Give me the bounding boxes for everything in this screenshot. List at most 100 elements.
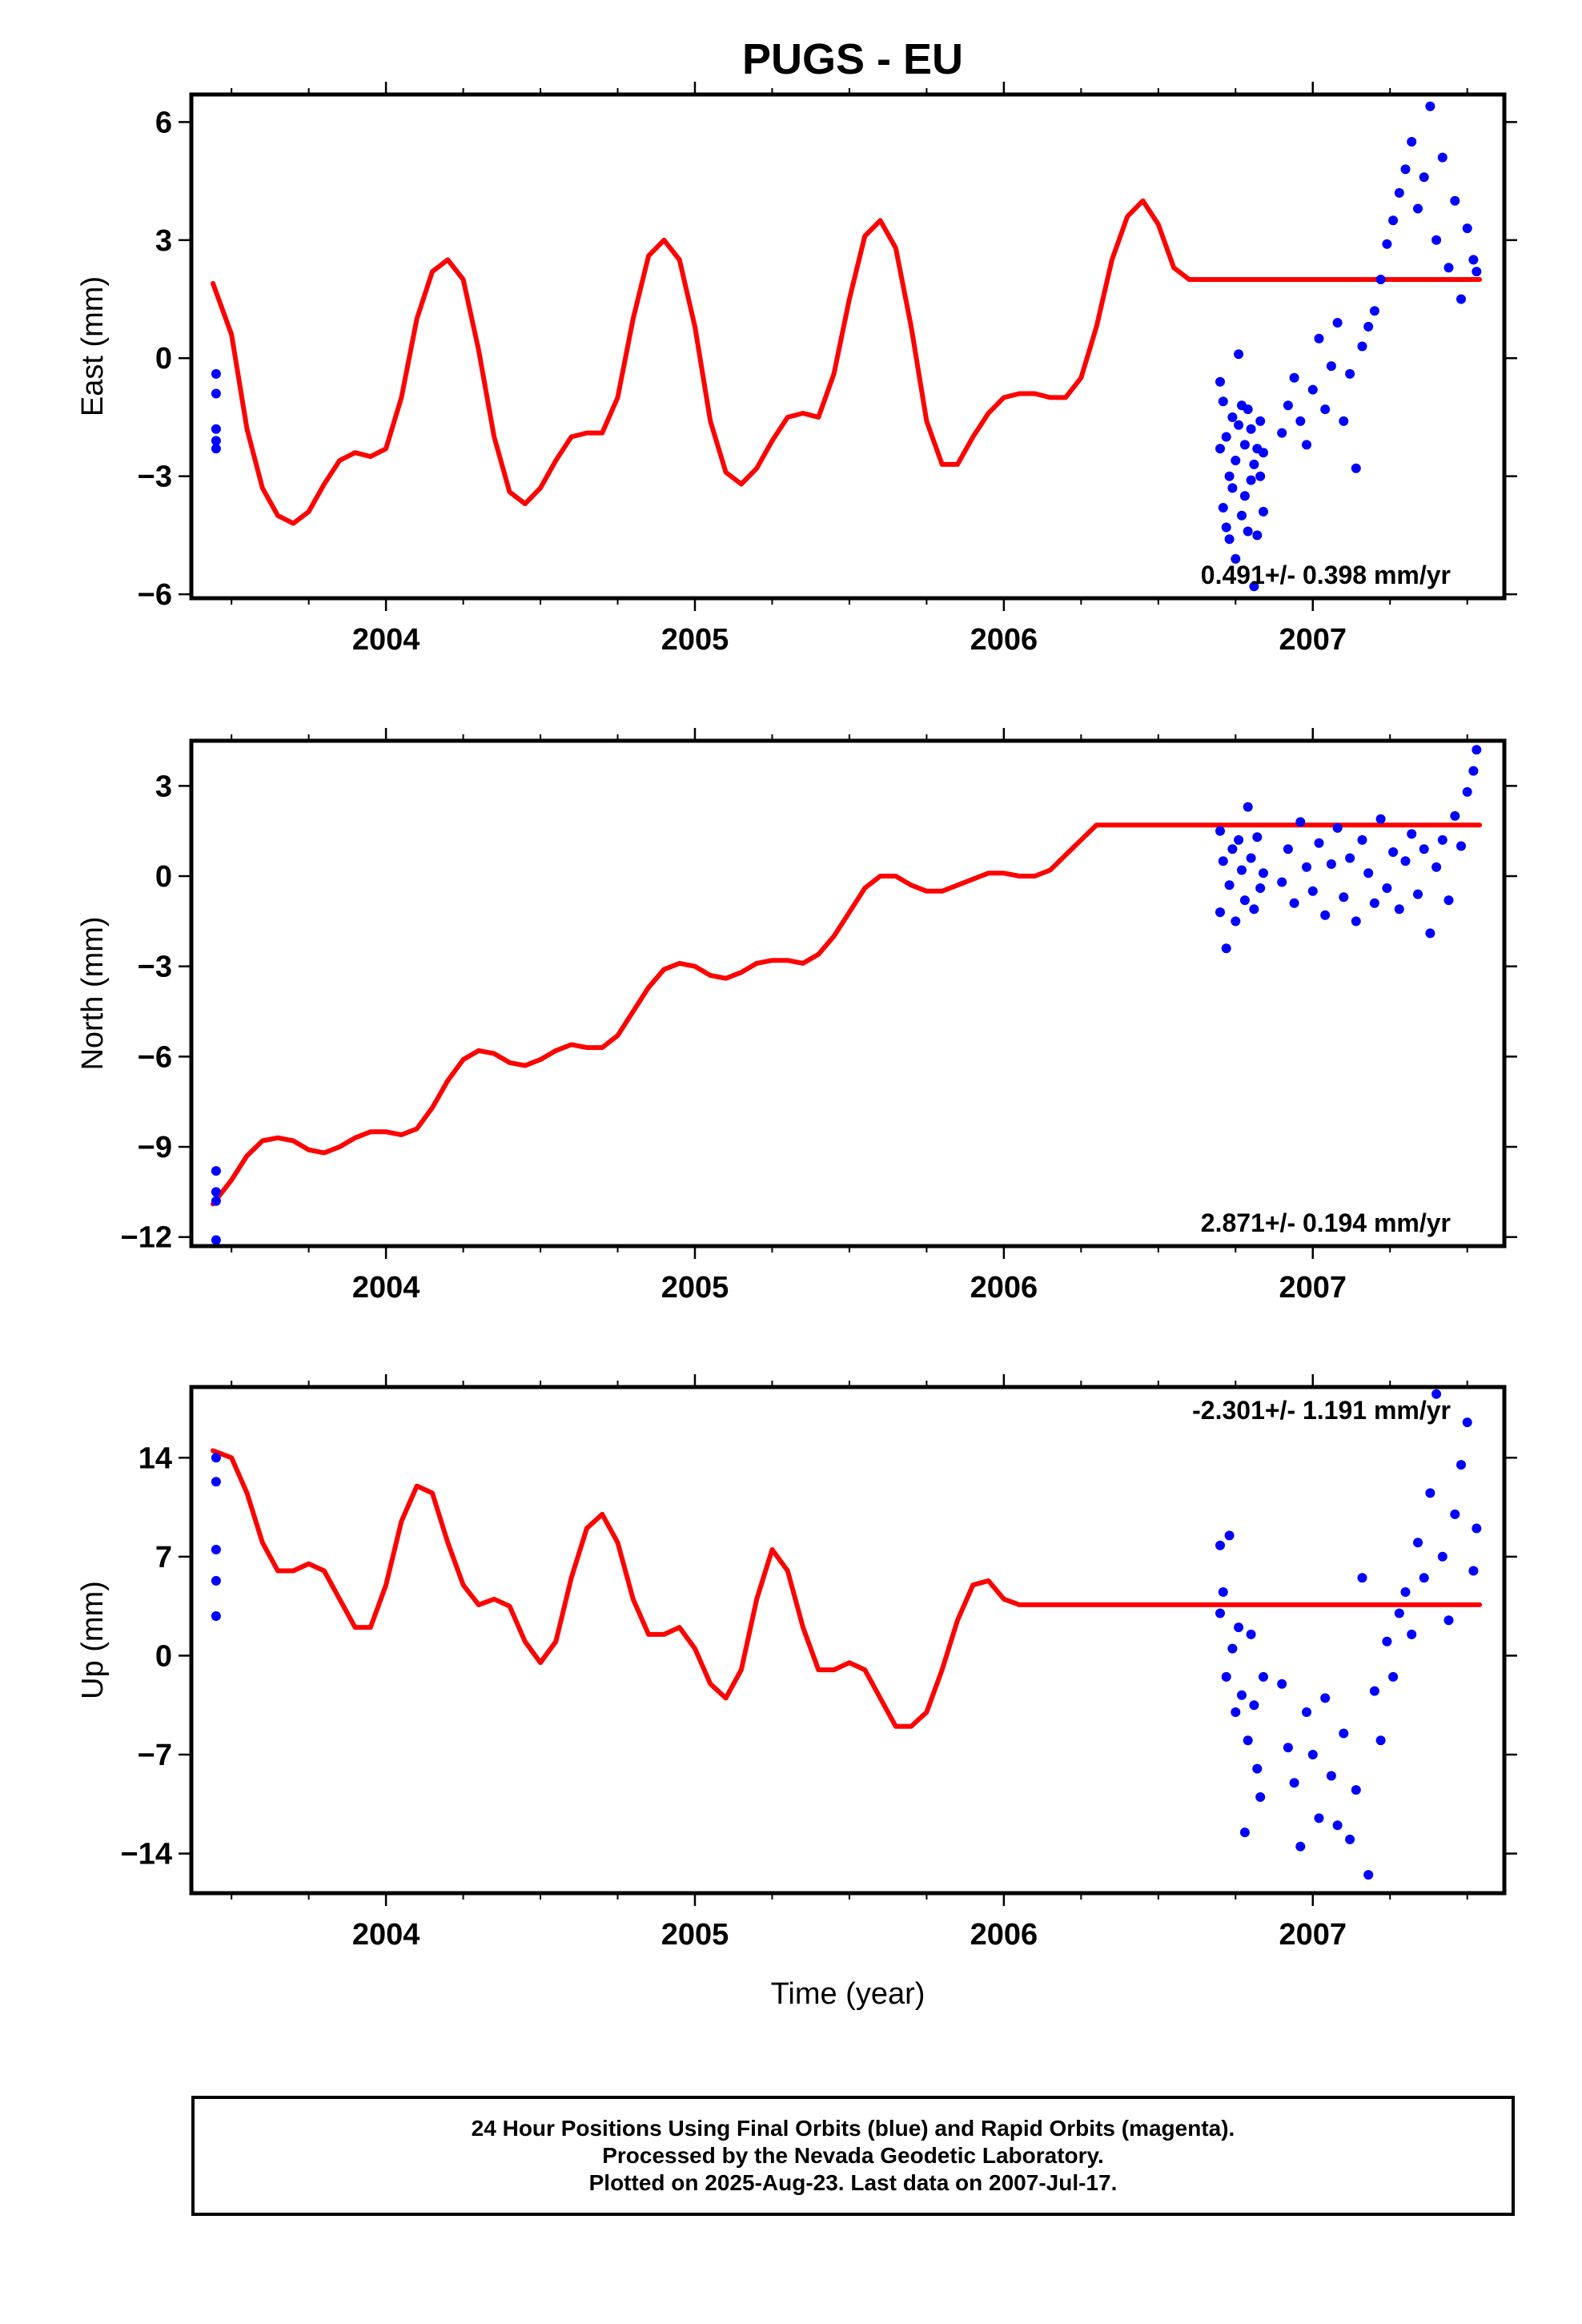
data-point — [1218, 856, 1228, 866]
data-point — [1277, 1679, 1287, 1689]
data-point — [1394, 187, 1404, 198]
data-point — [1218, 503, 1228, 513]
data-point — [1237, 510, 1247, 521]
data-point — [1221, 522, 1231, 533]
data-point — [1375, 814, 1386, 824]
data-point — [1425, 1488, 1435, 1498]
data-point — [1289, 898, 1299, 908]
data-point — [1218, 1587, 1228, 1597]
y-axis-label: Up (mm) — [76, 1581, 110, 1699]
data-point — [1351, 916, 1361, 927]
data-points — [211, 101, 1482, 592]
data-point — [1400, 856, 1411, 866]
data-point — [1400, 164, 1411, 175]
data-point — [211, 424, 221, 434]
data-point — [211, 1611, 221, 1621]
data-point — [211, 1235, 221, 1245]
data-point — [1283, 1743, 1293, 1753]
data-point — [1239, 895, 1250, 906]
x-tick-label: 2006 — [970, 623, 1038, 657]
data-point — [1472, 267, 1482, 277]
data-point — [1227, 1643, 1238, 1654]
data-point — [1357, 341, 1367, 352]
data-point — [1277, 877, 1287, 887]
data-point — [1246, 424, 1256, 434]
data-point — [1456, 1460, 1466, 1470]
data-point — [1252, 530, 1263, 541]
y-tick-label: −7 — [138, 1739, 172, 1772]
x-minor-ticks — [231, 88, 1468, 605]
panel-north: 2004 2005 2006 2007 −12 −9 −6 −3 0 3 North (mm) 2.8… — [76, 728, 1517, 1305]
data-points — [211, 745, 1482, 1245]
data-point — [1295, 817, 1306, 827]
data-point — [1218, 396, 1228, 407]
model-curve — [211, 1448, 1483, 1729]
data-point — [1345, 368, 1355, 379]
data-point — [1246, 1629, 1256, 1639]
data-point — [1351, 463, 1361, 473]
data-point — [1413, 203, 1423, 214]
data-point — [1227, 844, 1238, 854]
data-point — [1249, 904, 1259, 915]
data-point — [1255, 883, 1266, 893]
data-point — [1369, 306, 1379, 316]
velocity-annotation: 0.491+/- 0.398 mm/yr — [1201, 561, 1451, 589]
plot-frame — [189, 1385, 1507, 1896]
data-point — [1351, 1785, 1361, 1795]
data-point — [1302, 440, 1311, 450]
data-point — [1357, 1573, 1367, 1583]
y-axis-label: East (mm) — [76, 276, 110, 416]
data-point — [1382, 1636, 1392, 1647]
model-curve — [211, 822, 1483, 1207]
y-tick-label: 7 — [155, 1541, 172, 1574]
x-axis-label: Time (year) — [771, 1977, 926, 2011]
data-point — [1419, 172, 1429, 183]
data-point — [1243, 1735, 1253, 1746]
data-point — [1425, 101, 1435, 111]
data-point — [1307, 384, 1318, 395]
data-point — [1314, 838, 1324, 848]
data-point — [1419, 1573, 1429, 1583]
data-point — [1326, 361, 1336, 372]
x-tick-label: 2007 — [1279, 1918, 1347, 1952]
data-point — [1437, 152, 1447, 163]
data-point — [1289, 1778, 1299, 1788]
data-point — [1332, 822, 1343, 833]
data-point — [1259, 868, 1268, 879]
data-point — [211, 388, 221, 399]
data-point — [1363, 1870, 1374, 1880]
data-point — [1227, 483, 1238, 493]
data-point — [1215, 826, 1225, 836]
data-point — [1339, 892, 1349, 903]
data-point — [1307, 1750, 1318, 1759]
x-tick-label: 2006 — [970, 1918, 1038, 1952]
data-point — [1443, 895, 1454, 906]
x-minor-ticks — [231, 734, 1468, 1252]
y-tick-label: −14 — [121, 1838, 172, 1872]
data-point — [211, 436, 221, 446]
data-point — [1425, 928, 1435, 939]
y-tick-label: 3 — [155, 224, 172, 258]
data-point — [1255, 1792, 1266, 1802]
y-tick-label: −6 — [138, 578, 172, 612]
data-point — [1239, 491, 1250, 501]
data-point — [211, 1575, 221, 1586]
model-curve — [211, 198, 1483, 526]
data-point — [1234, 420, 1244, 430]
footer-line-3: Plotted on 2025-Aug-23. Last data on 200… — [588, 2170, 1118, 2195]
data-point — [1431, 862, 1442, 872]
data-point — [1224, 534, 1235, 545]
data-point — [1345, 853, 1355, 863]
data-point — [1456, 841, 1466, 851]
data-point — [1249, 1700, 1259, 1711]
data-point — [211, 368, 221, 379]
data-point — [1231, 916, 1241, 927]
data-point — [1224, 1530, 1235, 1541]
x-tick-label: 2004 — [352, 623, 420, 657]
data-point — [1239, 1827, 1250, 1838]
panels: 2004 2005 2006 2007 −6 −3 0 3 6 East (mm) 0.491+/-… — [76, 82, 1517, 2011]
data-point — [1443, 1615, 1454, 1626]
y-tick-label: −6 — [138, 1040, 172, 1074]
data-point — [1388, 215, 1399, 226]
data-point — [1369, 898, 1379, 908]
